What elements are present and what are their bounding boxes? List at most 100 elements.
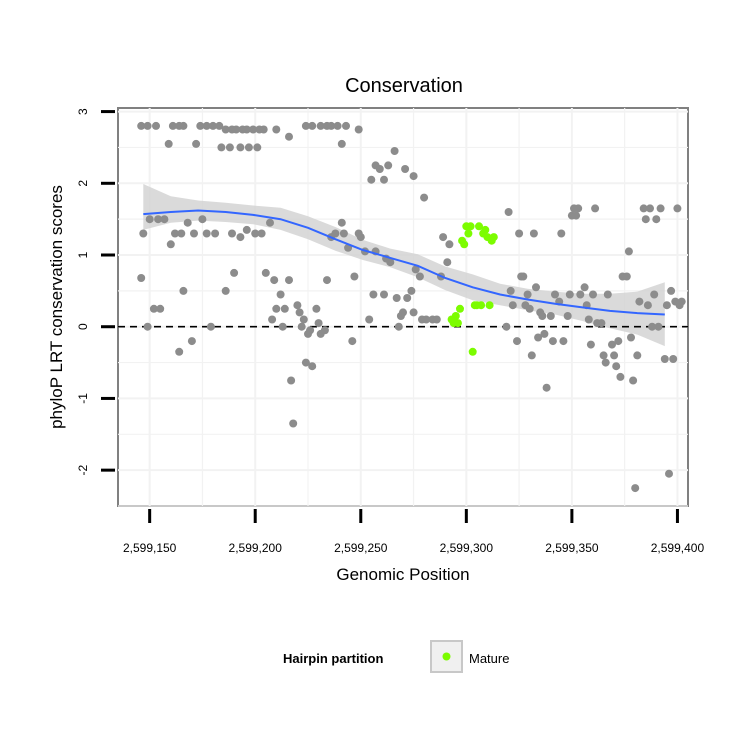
point-other — [287, 376, 296, 385]
point-mature — [460, 240, 469, 249]
point-other — [439, 233, 448, 242]
point-other — [261, 268, 270, 277]
point-other — [143, 121, 152, 130]
point-other — [401, 165, 410, 173]
x-tick-label: 2,599,350 — [545, 541, 599, 555]
point-other — [177, 229, 186, 238]
point-other — [289, 419, 298, 428]
point-other — [411, 265, 420, 274]
point-other — [327, 121, 336, 130]
point-other — [367, 175, 376, 184]
y-tick-label: 1 — [76, 251, 90, 258]
point-other — [293, 301, 302, 310]
point-other — [160, 215, 169, 224]
point-other — [384, 161, 393, 170]
point-other — [323, 276, 331, 285]
legend-label-mature: Mature — [469, 651, 509, 666]
point-other — [576, 290, 585, 299]
point-other — [572, 211, 581, 220]
point-other — [502, 322, 511, 331]
point-other — [646, 204, 654, 213]
smooth-line — [143, 209, 665, 316]
point-other — [268, 315, 277, 324]
point-other — [551, 290, 559, 299]
point-other — [202, 229, 211, 238]
point-other — [601, 358, 610, 367]
y-tick-label: 2 — [76, 180, 90, 187]
point-other — [627, 333, 635, 342]
point-other — [272, 304, 281, 313]
point-other — [432, 315, 441, 324]
point-other — [242, 125, 251, 134]
point-other — [529, 229, 538, 238]
point-other — [295, 308, 304, 317]
point-other — [285, 132, 293, 141]
point-other — [563, 312, 572, 320]
point-other — [546, 312, 555, 320]
point-other — [154, 215, 163, 224]
x-tick-label: 2,599,200 — [229, 541, 283, 555]
x-axis-ticks: 2,599,150 2,599,200 2,599,250 2,599,300 2,59… — [123, 509, 704, 555]
x-tick-label: 2,599,300 — [440, 541, 494, 555]
point-other — [301, 121, 310, 130]
point-other — [137, 121, 146, 130]
point-other — [409, 172, 418, 181]
point-mature — [485, 301, 494, 310]
point-other — [612, 362, 621, 371]
point-other — [422, 315, 431, 324]
point-other — [403, 294, 412, 302]
point-mature — [466, 222, 475, 231]
point-other — [308, 121, 317, 130]
point-other — [217, 143, 226, 152]
point-other — [280, 304, 289, 313]
point-other — [622, 272, 631, 281]
point-other — [415, 272, 424, 281]
point-other — [242, 225, 251, 234]
point-mature — [468, 347, 477, 356]
point-other — [542, 383, 551, 392]
point-other — [650, 290, 659, 299]
y-tick-label: 3 — [76, 108, 90, 115]
point-other — [179, 286, 188, 295]
point-other — [276, 290, 285, 299]
point-mature — [481, 225, 490, 234]
point-other — [648, 322, 657, 331]
point-other — [333, 121, 342, 130]
point-other — [337, 218, 346, 227]
point-other — [257, 229, 266, 238]
point-other — [540, 329, 549, 338]
point-other — [662, 301, 671, 310]
point-other — [331, 229, 340, 238]
point-other — [631, 484, 640, 493]
smooth-line-path — [143, 209, 665, 316]
confidence-band-area — [143, 184, 665, 347]
point-other — [369, 290, 378, 299]
point-other — [386, 258, 395, 267]
scatter-points — [137, 121, 686, 493]
point-other — [308, 362, 317, 371]
point-other — [175, 347, 184, 356]
point-other — [166, 240, 175, 249]
point-other — [506, 286, 515, 295]
point-other — [337, 139, 346, 148]
point-other — [249, 125, 258, 134]
point-other — [532, 283, 540, 292]
point-other — [557, 229, 566, 238]
point-other — [380, 290, 388, 299]
point-other — [586, 340, 595, 349]
point-other — [603, 290, 612, 299]
point-other — [272, 125, 281, 134]
confidence-band — [143, 184, 665, 347]
y-axis-ticks: -2 -1 0 1 2 3 — [76, 108, 115, 475]
point-other — [221, 125, 230, 134]
point-mature — [451, 312, 460, 320]
point-other — [643, 301, 652, 310]
point-other — [301, 358, 310, 367]
point-other — [190, 229, 198, 238]
point-other — [149, 304, 158, 313]
point-other — [168, 121, 177, 130]
point-other — [209, 121, 217, 130]
point-other — [515, 229, 524, 238]
point-other — [299, 315, 308, 324]
point-other — [202, 121, 211, 130]
